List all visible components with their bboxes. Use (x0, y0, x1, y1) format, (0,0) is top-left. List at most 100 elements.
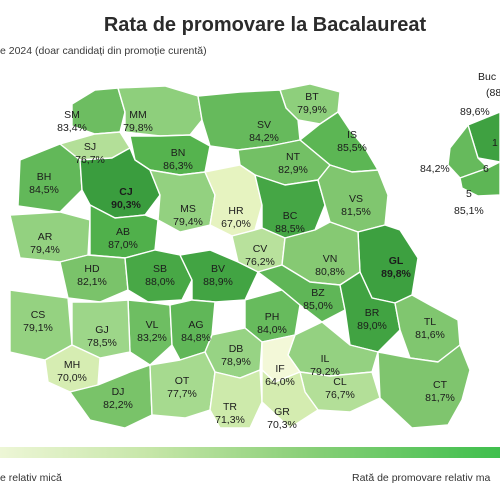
county-value-mh: 70,0% (57, 372, 87, 384)
county-value-bz: 85,0% (303, 300, 333, 312)
county-value-sv: 84,2% (249, 132, 279, 144)
bucharest-sector-5[interactable] (459, 161, 500, 197)
county-value-ms: 79,4% (173, 216, 203, 228)
map-subtitle: e 2024 (doar candidați din promoție cure… (0, 45, 207, 57)
county-code-gr: GR (274, 406, 290, 418)
county-code-ph: PH (265, 311, 280, 323)
county-value-bt: 79,9% (297, 104, 327, 116)
county-value-db: 78,9% (221, 356, 251, 368)
county-code-cj: CJ (119, 186, 133, 198)
county-code-sv: SV (257, 119, 271, 131)
county-code-bt: BT (305, 91, 319, 103)
county-value-gl: 89,8% (381, 268, 411, 280)
county-value-vn: 80,8% (315, 266, 345, 278)
county-value-if: 64,0% (265, 376, 295, 388)
county-value-hd: 82,1% (77, 276, 107, 288)
county-code-sb: SB (153, 263, 167, 275)
county-value-dj: 82,2% (103, 399, 133, 411)
county-code-mm: MM (129, 109, 147, 121)
county-value-is: 85,5% (337, 142, 367, 154)
county-value-sj: 76,7% (75, 154, 105, 166)
county-code-db: DB (229, 343, 244, 355)
county-sm[interactable] (71, 87, 126, 135)
county-ct[interactable] (377, 344, 471, 429)
county-value-tr: 71,3% (215, 414, 245, 426)
county-value-hr: 67,0% (221, 218, 251, 230)
county-value-ag: 84,8% (181, 332, 211, 344)
county-code-cv: CV (253, 243, 268, 255)
county-value-mm: 79,8% (123, 122, 153, 134)
county-gr[interactable] (261, 369, 319, 429)
county-code-il: IL (321, 353, 330, 365)
county-code-ab: AB (116, 226, 130, 238)
bucharest-sector-5-value: 85,1% (454, 205, 484, 217)
county-code-dj: DJ (112, 386, 125, 398)
county-code-bz: BZ (311, 287, 325, 299)
county-code-is: IS (347, 129, 357, 141)
county-value-vs: 81,5% (341, 206, 371, 218)
county-value-bv: 88,9% (203, 276, 233, 288)
county-value-gj: 78,5% (87, 337, 117, 349)
county-code-sm: SM (64, 109, 80, 121)
county-tr[interactable] (209, 369, 263, 429)
county-code-vl: VL (146, 319, 159, 331)
county-code-ct: CT (433, 379, 448, 391)
county-code-br: BR (365, 307, 380, 319)
county-value-bn: 86,3% (163, 160, 193, 172)
county-code-cs: CS (31, 309, 46, 321)
county-value-bh: 84,5% (29, 184, 59, 196)
county-code-if: IF (275, 363, 284, 375)
county-value-sm: 83,4% (57, 122, 87, 134)
county-code-tl: TL (424, 316, 436, 328)
county-value-bc: 88,5% (275, 223, 305, 235)
county-value-ab: 87,0% (108, 239, 138, 251)
county-value-ct: 81,7% (425, 392, 455, 404)
legend-high-label: Rată de promovare relativ ma (352, 472, 491, 484)
county-value-sb: 88,0% (145, 276, 175, 288)
county-code-bn: BN (171, 147, 186, 159)
county-code-hr: HR (228, 205, 244, 217)
county-value-br: 89,0% (357, 320, 387, 332)
county-code-nt: NT (286, 151, 301, 163)
county-code-gl: GL (389, 255, 404, 267)
legend-low-label: e relativ mică (0, 472, 62, 484)
county-value-nt: 82,9% (278, 164, 308, 176)
bucharest-sector-6-code: 6 (483, 163, 489, 175)
bucharest-total: (88 (486, 87, 500, 99)
county-code-gj: GJ (95, 324, 108, 336)
county-value-gr: 70,3% (267, 419, 297, 431)
bucharest-sector-5-code: 5 (466, 188, 472, 200)
county-code-bc: BC (283, 210, 298, 222)
county-value-ar: 79,4% (30, 244, 60, 256)
bucharest-sector-6-value: 84,2% (420, 163, 450, 175)
bucharest-label: Buc (478, 71, 496, 83)
county-value-cj: 90,3% (111, 199, 141, 211)
county-value-cv: 76,2% (245, 256, 275, 268)
bucharest-sector-1-code: 1 (492, 137, 498, 149)
county-code-sj: SJ (84, 141, 96, 153)
county-value-tl: 81,6% (415, 329, 445, 341)
bucharest-sector-1-value: 89,6% (460, 106, 490, 118)
county-value-il: 79,2% (310, 366, 340, 378)
county-code-tr: TR (223, 401, 237, 413)
county-code-ot: OT (175, 375, 190, 387)
county-value-ph: 84,0% (257, 324, 287, 336)
county-value-vl: 83,2% (137, 332, 167, 344)
county-code-ag: AG (188, 319, 203, 331)
county-code-vn: VN (323, 253, 338, 265)
county-value-ot: 77,7% (167, 388, 197, 400)
county-code-ar: AR (38, 231, 53, 243)
bucharest-inset: Buc (88 1 89,6% 6 84,2% 5 85,1% (420, 71, 500, 217)
county-code-vs: VS (349, 193, 363, 205)
county-code-mh: MH (64, 359, 80, 371)
map-title: Rata de promovare la Bacalaureat (103, 14, 427, 36)
legend-color-scale (0, 447, 500, 458)
county-code-cl: CL (333, 376, 347, 388)
county-code-ms: MS (180, 203, 196, 215)
county-value-cl: 76,7% (325, 389, 355, 401)
county-code-bv: BV (211, 263, 225, 275)
county-code-bh: BH (37, 171, 52, 183)
county-value-cs: 79,1% (23, 322, 53, 334)
county-sb[interactable] (124, 249, 193, 303)
